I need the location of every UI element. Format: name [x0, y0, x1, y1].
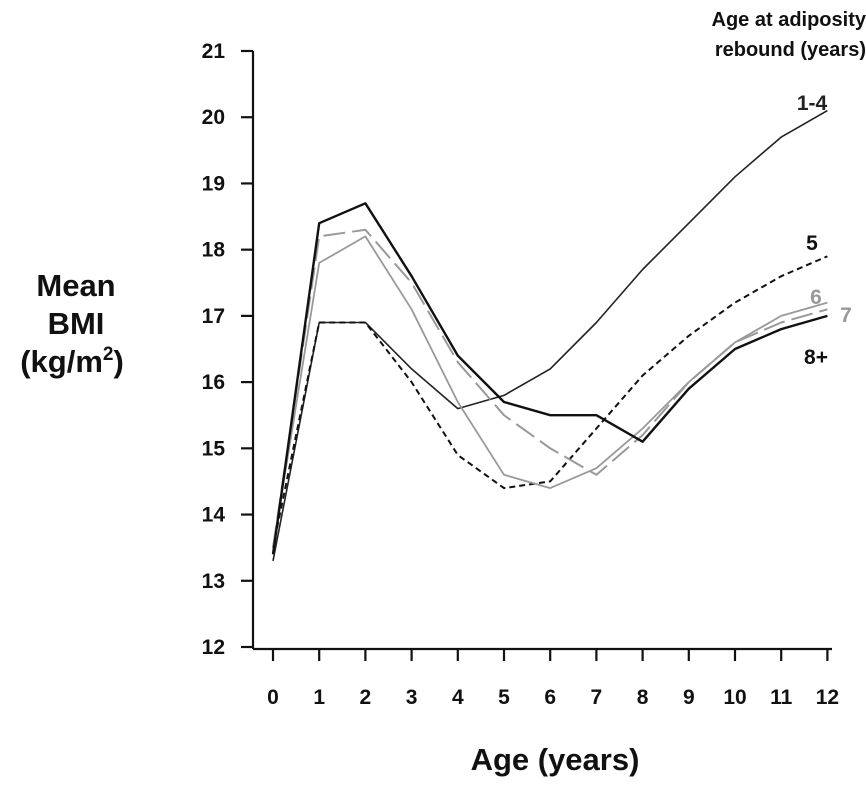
- series-labels: 1-4 5 67 8+: [797, 92, 852, 369]
- x-tick-label: 4: [452, 686, 464, 709]
- y-tick-label: 16: [202, 371, 225, 394]
- x-tick-label: 2: [360, 686, 372, 709]
- y-tick-label: 19: [202, 172, 225, 195]
- y-axis-title-line-2: BMI: [48, 306, 105, 341]
- series-label-5: 5: [806, 232, 818, 255]
- x-tick-label: 5: [498, 686, 510, 709]
- legend-title-line-1: Age at adiposity: [712, 9, 866, 31]
- x-axis-title: Age (years): [471, 742, 640, 777]
- y-tick-label: 14: [202, 504, 226, 527]
- x-tick-label: 6: [544, 686, 556, 709]
- x-tick-label: 7: [591, 686, 603, 709]
- x-tick-label: 12: [816, 686, 839, 709]
- legend-title-line-2: rebound (years): [715, 39, 866, 61]
- y-tick-label: 21: [202, 40, 226, 63]
- series-line-6: [272, 235, 828, 548]
- x-tick-label: 11: [770, 686, 793, 709]
- series-line-5: [272, 255, 828, 548]
- y-tick-label: 17: [202, 305, 225, 328]
- y-axis-title-superscript: 2: [103, 344, 114, 365]
- series-label-1-4: 1-4: [797, 92, 828, 115]
- series-label-7: 7: [840, 304, 852, 327]
- series-label-8+: 8+: [804, 346, 828, 369]
- y-tick-label: 12: [202, 636, 225, 659]
- x-tick-label: 9: [683, 686, 695, 709]
- x-tick-label: 3: [406, 686, 418, 709]
- x-axis-ticks: 0 1 2 3 4 5 6 7 8 9 10 11 12: [267, 649, 839, 709]
- y-axis-title-close: ): [113, 344, 123, 379]
- x-tick-label: 10: [723, 686, 746, 709]
- y-tick-label: 13: [202, 570, 225, 593]
- axes: [251, 51, 832, 651]
- x-tick-label: 8: [637, 686, 649, 709]
- y-axis-title-line-1: Mean: [36, 268, 115, 303]
- series-line-7: [272, 228, 828, 548]
- y-tick-label: 18: [202, 239, 226, 262]
- series-label-6: 6: [810, 286, 822, 309]
- y-axis-title-line-3: (kg/m2): [20, 344, 124, 379]
- x-tick-label: 0: [267, 686, 279, 709]
- series-line-8+: [271, 202, 828, 555]
- x-tick-label: 1: [313, 686, 325, 709]
- y-axis-ticks: 12 13 14 15 16 17 18 19 20 21: [202, 40, 253, 659]
- y-tick-label: 20: [202, 106, 225, 129]
- series-lines: [271, 109, 828, 562]
- y-axis-title: Mean BMI (kg/m2): [20, 268, 124, 379]
- legend-title: Age at adiposity rebound (years): [712, 9, 866, 61]
- y-axis-title-unit: (kg/m: [20, 344, 103, 379]
- y-tick-label: 15: [202, 437, 226, 460]
- series-line-1-4: [272, 109, 828, 562]
